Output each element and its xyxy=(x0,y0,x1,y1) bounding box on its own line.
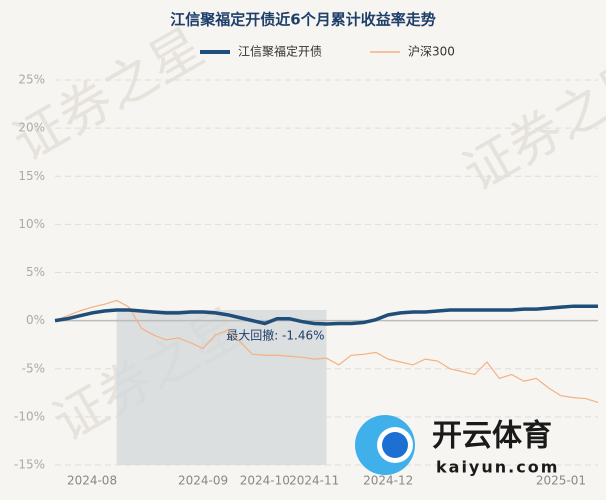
y-tick-label: 5% xyxy=(26,265,45,279)
watermark: 证券之星 xyxy=(4,17,214,173)
logo-url: kaiyun.com xyxy=(436,458,559,477)
x-tick-label: 2024-12 xyxy=(363,474,413,488)
y-tick-label: -5% xyxy=(22,361,45,375)
logo-text: 开云体育 xyxy=(432,419,552,454)
legend-label: 沪深300 xyxy=(408,45,455,59)
drawdown-area xyxy=(116,310,327,465)
logo: 开云体育 kaiyun.com xyxy=(355,415,559,477)
x-tick-label: 2024-11 xyxy=(289,474,339,488)
x-tick-label: 2024-10 xyxy=(240,474,290,488)
series-line xyxy=(54,299,599,404)
y-tick-label: 25% xyxy=(18,73,45,87)
y-tick-label: 20% xyxy=(18,121,45,135)
x-tick-label: 2025-01 xyxy=(536,474,586,488)
y-tick-label: 15% xyxy=(18,169,45,183)
series-line xyxy=(54,304,598,326)
drawdown-label: 最大回撤: -1.46% xyxy=(226,327,324,342)
x-tick-label: 2024-09 xyxy=(178,474,228,488)
y-tick-label: -10% xyxy=(14,409,45,423)
y-tick-label: 10% xyxy=(18,217,45,231)
watermark: 证券之星 xyxy=(454,47,606,203)
chart-title: 江信聚福定开债近6个月累计收益率走势 xyxy=(170,11,435,29)
x-tick-label: 2024-08 xyxy=(67,474,117,488)
y-tick-label: -15% xyxy=(14,458,45,472)
legend-label: 江信聚福定开债 xyxy=(238,44,322,59)
y-tick-label: 0% xyxy=(26,313,45,327)
